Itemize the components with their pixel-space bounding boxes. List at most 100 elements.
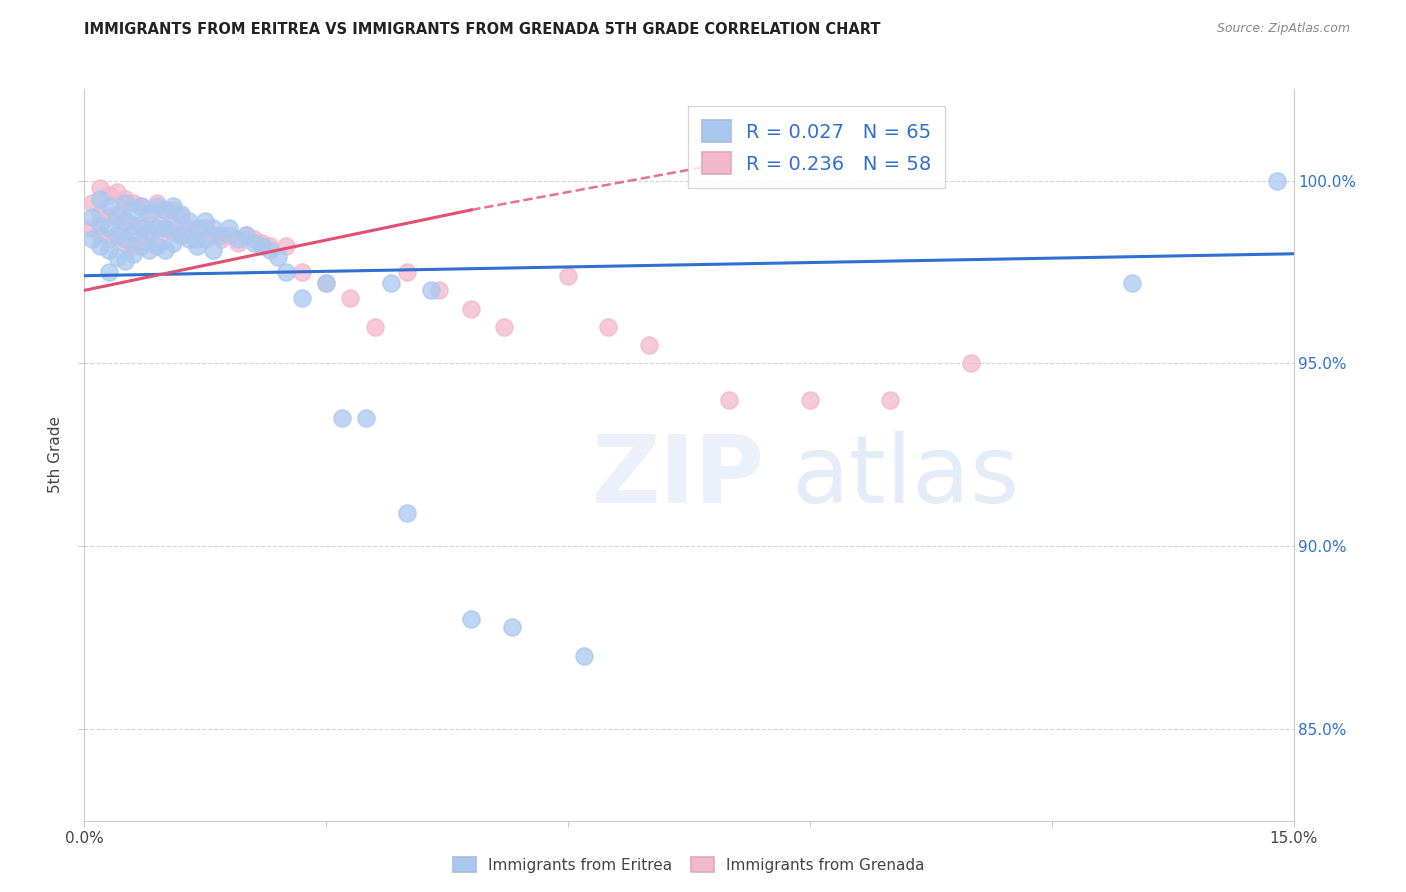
Point <box>105 206 128 220</box>
Point <box>380 276 402 290</box>
Point <box>250 235 273 250</box>
Point <box>598 320 620 334</box>
Point <box>492 320 515 334</box>
Point <box>557 268 579 283</box>
Point <box>138 225 160 239</box>
Point <box>114 195 136 210</box>
Point <box>218 228 240 243</box>
Point <box>179 214 201 228</box>
Point <box>162 199 184 213</box>
Point <box>194 214 217 228</box>
Point <box>1267 174 1289 188</box>
Point <box>315 276 337 290</box>
Point <box>121 247 143 261</box>
Point <box>162 225 184 239</box>
Point <box>250 239 273 253</box>
Point <box>218 221 240 235</box>
Point <box>259 243 281 257</box>
Point <box>129 235 152 250</box>
Point <box>170 228 193 243</box>
Point <box>242 235 264 250</box>
Point <box>129 239 152 253</box>
Point <box>82 232 104 246</box>
Point <box>146 221 169 235</box>
Point <box>138 206 160 220</box>
Point <box>194 221 217 235</box>
Point <box>226 235 249 250</box>
Point <box>97 199 120 213</box>
Point <box>97 211 120 225</box>
Point <box>339 291 361 305</box>
Point <box>420 284 443 298</box>
Point <box>97 265 120 279</box>
Point <box>153 202 176 217</box>
Point <box>179 232 201 246</box>
Point <box>427 284 450 298</box>
Point <box>129 199 152 213</box>
Point <box>138 202 160 217</box>
Point <box>146 239 169 253</box>
Point <box>146 235 169 250</box>
Point <box>105 228 128 243</box>
Point <box>637 338 659 352</box>
Point <box>186 232 208 246</box>
Point <box>146 218 169 232</box>
Point <box>146 199 169 213</box>
Point <box>153 221 176 235</box>
Point <box>235 228 257 243</box>
Text: Source: ZipAtlas.com: Source: ZipAtlas.com <box>1216 22 1350 36</box>
Point <box>97 188 120 202</box>
Point <box>274 239 297 253</box>
Point <box>162 235 184 250</box>
Point <box>105 228 128 243</box>
Point <box>114 232 136 246</box>
Point <box>97 221 120 235</box>
Text: IMMIGRANTS FROM ERITREA VS IMMIGRANTS FROM GRENADA 5TH GRADE CORRELATION CHART: IMMIGRANTS FROM ERITREA VS IMMIGRANTS FR… <box>84 22 882 37</box>
Point <box>1121 276 1143 290</box>
Point <box>138 225 160 239</box>
Point <box>121 225 143 239</box>
Point <box>105 251 128 265</box>
Point <box>162 202 184 217</box>
Point <box>315 276 337 290</box>
Point <box>291 291 314 305</box>
Point <box>356 411 378 425</box>
Point <box>194 232 217 246</box>
Point <box>170 228 193 243</box>
Y-axis label: 5th Grade: 5th Grade <box>48 417 63 493</box>
Point <box>501 620 523 634</box>
Legend: Immigrants from Eritrea, Immigrants from Grenada: Immigrants from Eritrea, Immigrants from… <box>447 851 931 879</box>
Point <box>209 228 232 243</box>
Point <box>114 214 136 228</box>
Point <box>170 206 193 220</box>
Point <box>89 239 111 253</box>
Point <box>153 221 176 235</box>
Point <box>259 239 281 253</box>
Point <box>879 393 901 408</box>
Point <box>89 192 111 206</box>
Point <box>718 393 741 408</box>
Point <box>129 218 152 232</box>
Point <box>179 221 201 235</box>
Point <box>138 243 160 257</box>
Point <box>202 228 225 243</box>
Point <box>186 239 208 253</box>
Point <box>121 239 143 253</box>
Point <box>202 243 225 257</box>
Point <box>129 221 152 235</box>
Point <box>89 218 111 232</box>
Point <box>129 199 152 213</box>
Point <box>274 265 297 279</box>
Point <box>235 228 257 243</box>
Point <box>202 221 225 235</box>
Point <box>242 232 264 246</box>
Point <box>460 301 482 316</box>
Point <box>114 254 136 268</box>
Point <box>363 320 385 334</box>
Text: ZIP: ZIP <box>592 431 765 523</box>
Point <box>89 206 111 220</box>
Point <box>330 411 353 425</box>
Point <box>153 202 176 217</box>
Point <box>114 192 136 206</box>
Point <box>572 649 595 664</box>
